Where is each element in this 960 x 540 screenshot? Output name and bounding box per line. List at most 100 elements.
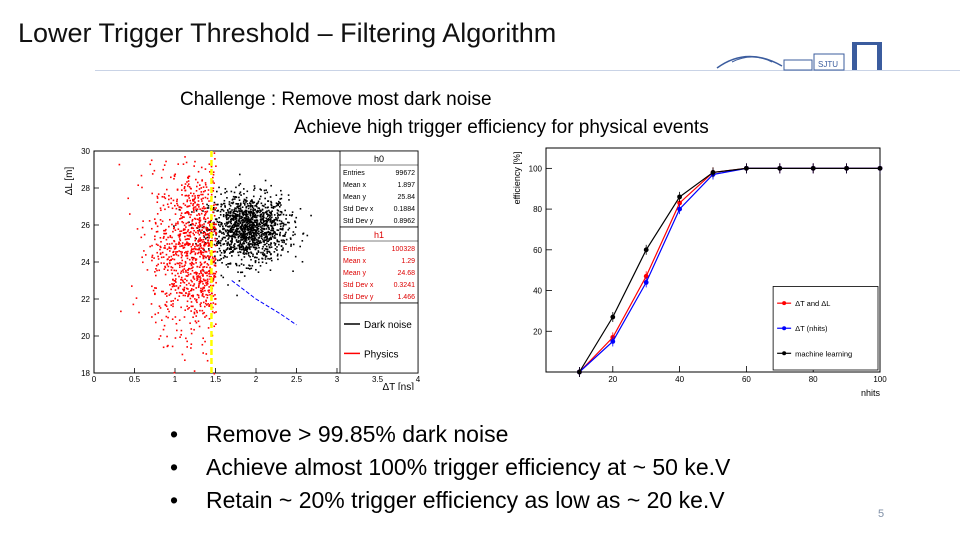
scatter-point <box>217 240 220 242</box>
stat-row-value: 1.466 <box>397 294 415 301</box>
scatter-point <box>234 236 236 239</box>
scatter-point <box>190 301 193 303</box>
scatter-point <box>212 260 214 263</box>
scatter-point <box>199 255 201 258</box>
scatter-point <box>187 267 190 270</box>
scatter-point <box>192 294 195 297</box>
scatter-point <box>180 217 182 220</box>
scatter-point <box>294 221 297 224</box>
scatter-point <box>200 212 203 215</box>
scatter-point <box>234 215 236 218</box>
scatter-point <box>249 228 252 231</box>
scatter-point <box>186 346 188 348</box>
scatter-point <box>261 229 263 232</box>
scatter-point <box>153 218 156 220</box>
scatter-point <box>151 256 153 258</box>
scatter-point <box>189 267 191 270</box>
scatter-point <box>238 247 241 249</box>
scatter-point <box>251 200 254 203</box>
scatter-point <box>181 220 183 223</box>
scatter-point <box>245 236 247 239</box>
scatter-point <box>258 258 260 261</box>
scatter-point <box>159 236 162 239</box>
scatter-point <box>156 195 159 198</box>
scatter-point <box>253 221 256 223</box>
scatter-point <box>238 217 241 220</box>
scatter-point <box>200 193 202 196</box>
scatter-point <box>270 203 272 206</box>
scatter-point <box>253 189 255 191</box>
scatter-point <box>206 281 208 284</box>
scatter-point <box>203 216 205 219</box>
scatter-point <box>215 207 217 209</box>
scatter-point <box>161 195 164 198</box>
scatter-point <box>149 245 151 248</box>
scatter-point <box>220 251 223 254</box>
scatter-point <box>237 235 240 238</box>
scatter-point <box>164 232 166 235</box>
scatter-point <box>209 224 211 227</box>
scatter-point <box>247 229 249 232</box>
scatter-point <box>264 248 267 250</box>
scatter-point <box>154 292 156 295</box>
scatter-point <box>213 372 216 375</box>
scatter-point <box>229 225 231 227</box>
scatter-point <box>162 256 165 258</box>
scatter-point <box>261 253 264 256</box>
scatter-point <box>210 302 212 305</box>
scatter-point <box>204 261 207 263</box>
scatter-point <box>183 281 186 284</box>
scatter-point <box>253 235 256 237</box>
scatter-point <box>270 201 273 204</box>
scatter-point <box>251 223 254 225</box>
scatter-point <box>289 214 291 216</box>
scatter-point <box>185 275 188 277</box>
scatter-point <box>198 188 201 190</box>
scatter-point <box>227 222 230 224</box>
scatter-point <box>225 249 228 251</box>
scatter-point <box>201 193 204 196</box>
cut-curve <box>231 280 297 326</box>
scatter-point <box>186 252 188 254</box>
scatter-point <box>198 240 201 242</box>
scatter-point <box>156 269 158 272</box>
scatter-point <box>233 208 236 211</box>
scatter-point <box>210 230 213 233</box>
scatter-point <box>246 249 248 252</box>
scatter-point <box>179 206 182 208</box>
scatter-point <box>178 208 181 211</box>
scatter-point <box>196 203 199 206</box>
scatter-point <box>278 202 281 204</box>
scatter-point <box>251 237 254 240</box>
scatter-point <box>203 295 205 298</box>
scatter-point <box>183 286 186 289</box>
scatter-point <box>240 220 243 222</box>
scatter-point <box>190 310 192 312</box>
scatter-point <box>254 248 257 250</box>
scatter-point <box>182 271 185 273</box>
scatter-point <box>184 231 187 234</box>
scatter-point <box>276 239 279 241</box>
scatter-point <box>231 231 234 233</box>
scatter-point <box>198 230 200 232</box>
scatter-point <box>245 246 248 248</box>
scatter-point <box>212 257 214 260</box>
scatter-point <box>132 303 135 306</box>
scatter-point <box>232 226 234 229</box>
scatter-point <box>155 264 158 267</box>
scatter-point <box>187 177 190 179</box>
series-2 <box>577 163 883 377</box>
scatter-point <box>195 237 197 240</box>
scatter-point <box>237 236 240 239</box>
scatter-point <box>203 223 205 225</box>
challenge-line-1: Challenge : Remove most dark noise <box>180 89 492 110</box>
scatter-point <box>283 241 285 244</box>
scatter-point <box>173 248 176 250</box>
scatter-point <box>208 256 210 259</box>
scatter-point <box>199 277 202 279</box>
scatter-point <box>195 258 198 261</box>
scatter-point <box>264 236 267 239</box>
scatter-point <box>242 233 245 236</box>
scatter-point <box>194 218 197 220</box>
scatter-point <box>162 168 165 171</box>
